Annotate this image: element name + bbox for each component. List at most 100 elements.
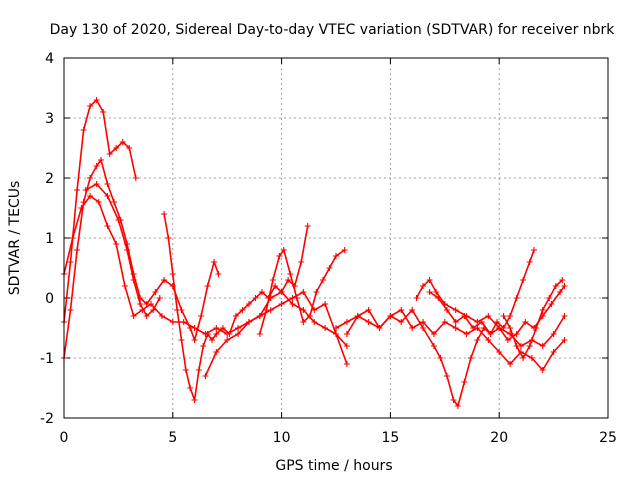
data-point xyxy=(293,295,300,301)
data-point xyxy=(322,301,329,307)
data-point xyxy=(235,325,242,331)
data-point xyxy=(520,355,527,361)
data-point xyxy=(259,289,266,295)
data-point xyxy=(507,313,514,319)
data-point xyxy=(130,313,137,319)
data-point xyxy=(213,331,220,337)
data-point xyxy=(148,301,155,307)
data-point xyxy=(478,319,485,325)
data-point xyxy=(87,175,94,181)
data-point xyxy=(106,151,113,157)
series-line xyxy=(63,194,348,347)
data-point xyxy=(474,337,481,343)
data-point xyxy=(132,175,139,181)
data-point xyxy=(452,325,459,331)
data-point xyxy=(95,199,102,205)
data-point xyxy=(341,247,348,253)
data-point xyxy=(226,331,233,337)
data-point xyxy=(343,361,350,367)
data-point xyxy=(409,325,416,331)
data-point xyxy=(504,337,511,343)
data-point xyxy=(104,223,111,229)
y-tick-label: 3 xyxy=(45,111,54,127)
data-point xyxy=(278,301,285,307)
data-point xyxy=(313,289,320,295)
data-point xyxy=(461,313,468,319)
data-point xyxy=(169,271,176,277)
data-point xyxy=(187,385,194,391)
data-point xyxy=(494,319,501,325)
y-tick-label: 4 xyxy=(45,51,54,67)
data-point xyxy=(559,277,566,283)
data-point xyxy=(526,259,533,265)
data-point xyxy=(113,241,120,247)
data-point xyxy=(87,103,94,109)
data-point xyxy=(507,361,514,367)
data-point xyxy=(561,283,568,289)
data-point xyxy=(507,325,514,331)
data-point xyxy=(461,379,468,385)
series-track-3 xyxy=(61,193,350,349)
y-axis-label: SDTVAR / TECUs xyxy=(7,181,23,296)
data-point xyxy=(343,343,350,349)
data-point xyxy=(143,313,150,319)
data-point xyxy=(398,307,405,313)
data-point xyxy=(298,259,305,265)
data-point xyxy=(420,319,427,325)
data-point xyxy=(467,355,474,361)
series-track-2 xyxy=(61,157,222,361)
data-point xyxy=(550,349,557,355)
data-point xyxy=(204,331,211,337)
data-point xyxy=(496,325,503,331)
y-tick-label: -1 xyxy=(40,351,54,367)
data-point xyxy=(211,259,218,265)
axis-ticks: 0 5 10 15 20 25 -2 -1 0 1 2 3 4 xyxy=(40,51,617,446)
data-point xyxy=(93,97,100,103)
data-point xyxy=(104,193,111,199)
y-tick-label: 2 xyxy=(45,171,54,187)
data-point xyxy=(215,271,222,277)
data-point xyxy=(526,343,533,349)
data-point xyxy=(500,313,507,319)
y-tick-label: 0 xyxy=(45,291,54,307)
grid-lines xyxy=(64,58,608,418)
data-point xyxy=(531,247,538,253)
data-point xyxy=(82,187,89,193)
data-point xyxy=(256,331,263,337)
series-track-11 xyxy=(426,283,568,343)
data-point xyxy=(287,271,294,277)
series-line xyxy=(415,278,566,348)
data-point xyxy=(333,253,339,259)
data-point xyxy=(426,289,433,295)
data-point xyxy=(256,313,263,319)
data-point xyxy=(522,319,529,325)
data-point xyxy=(263,307,270,313)
data-point xyxy=(204,283,211,289)
data-point xyxy=(245,301,252,307)
data-point xyxy=(452,319,459,325)
data-point xyxy=(165,235,172,241)
data-point xyxy=(539,343,546,349)
data-point xyxy=(93,163,100,169)
data-point xyxy=(191,325,198,331)
data-point xyxy=(528,355,535,361)
data-point xyxy=(137,301,144,307)
data-point xyxy=(443,307,450,313)
data-point xyxy=(69,235,76,241)
data-point xyxy=(100,109,107,115)
data-point xyxy=(413,295,420,301)
data-point xyxy=(285,277,292,283)
data-point xyxy=(552,283,559,289)
data-point xyxy=(121,283,128,289)
data-point xyxy=(485,313,492,319)
data-point xyxy=(470,325,477,331)
series-track-6 xyxy=(202,289,350,379)
data-point xyxy=(208,337,215,343)
data-point xyxy=(104,181,111,187)
data-point xyxy=(487,331,494,337)
data-point xyxy=(169,319,176,325)
series-track-1 xyxy=(61,97,139,325)
data-point xyxy=(513,331,520,337)
data-point xyxy=(119,139,126,145)
